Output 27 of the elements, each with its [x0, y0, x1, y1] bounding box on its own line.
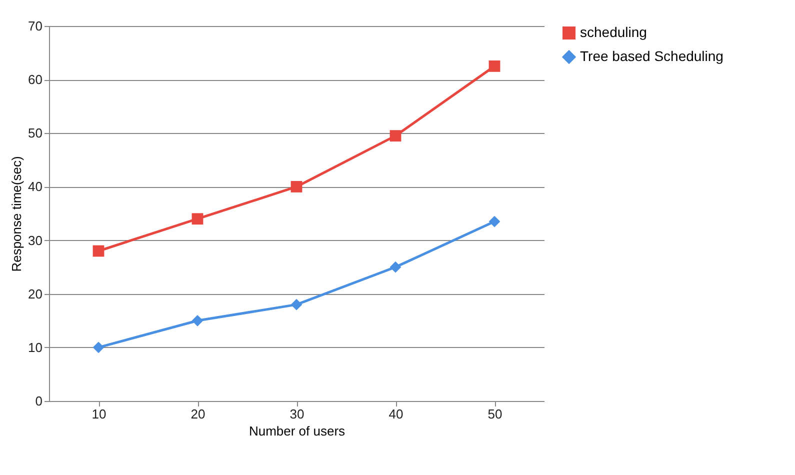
point [390, 261, 402, 273]
point [488, 60, 500, 72]
x-tick-label: 50 [488, 406, 502, 422]
y-tick-label: 50 [28, 126, 42, 141]
x-axis-title: Number of users [248, 424, 346, 438]
x-tick-label: 20 [190, 406, 206, 422]
point [390, 130, 402, 142]
point [92, 342, 104, 354]
point [192, 213, 204, 225]
point [92, 245, 104, 257]
y-tick-label: 60 [28, 72, 42, 88]
x-tick-label: 30 [290, 406, 304, 422]
y-tick-label: 0 [35, 394, 42, 408]
y-tick-label: 40 [28, 179, 42, 194]
y-axis-title: Response time(sec) [9, 156, 24, 272]
x-tick-label: 10 [92, 406, 106, 422]
y-tick-label: 10 [28, 340, 42, 355]
y-tick-label: 20 [28, 286, 42, 302]
point [488, 216, 500, 228]
point [290, 298, 302, 310]
legend-label: scheduling [580, 24, 647, 40]
y-tick-label: 30 [28, 232, 42, 248]
point [192, 314, 204, 326]
y-tick-label: 70 [28, 18, 42, 34]
point [290, 181, 302, 192]
x-tick-label: 40 [388, 406, 404, 422]
legend-label: Tree based Scheduling [580, 48, 724, 64]
